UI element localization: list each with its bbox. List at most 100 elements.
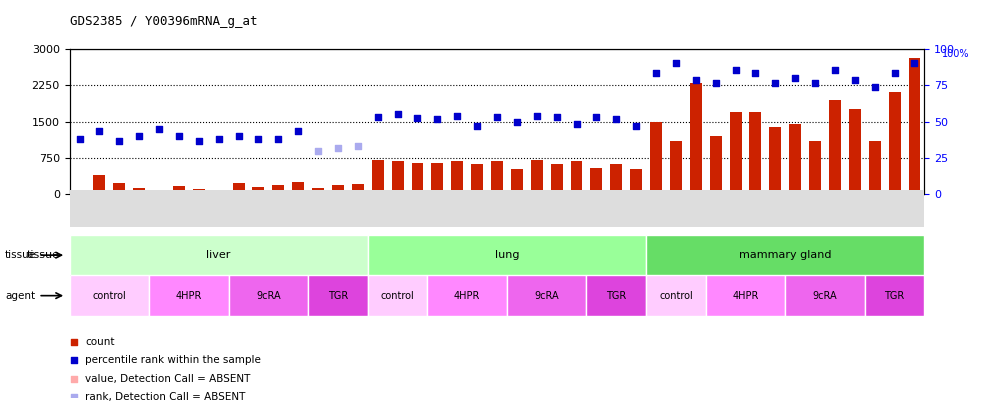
FancyBboxPatch shape	[785, 275, 865, 316]
Point	[151, 126, 167, 132]
FancyBboxPatch shape	[507, 275, 586, 316]
Bar	[193, 189, 205, 194]
Text: 4HPR: 4HPR	[733, 291, 758, 301]
Bar	[372, 160, 384, 194]
Text: 9cRA: 9cRA	[256, 291, 280, 301]
Bar	[332, 185, 344, 194]
Point	[390, 111, 406, 117]
Text: 4HPR: 4HPR	[176, 291, 202, 301]
Text: tissue: tissue	[5, 250, 36, 260]
Text: 4HPR: 4HPR	[454, 291, 480, 301]
FancyBboxPatch shape	[70, 235, 368, 275]
Point	[429, 116, 445, 122]
Bar	[113, 183, 125, 194]
Text: GDS2385 / Y00396mRNA_g_at: GDS2385 / Y00396mRNA_g_at	[70, 15, 257, 28]
FancyBboxPatch shape	[427, 275, 507, 316]
Bar	[213, 190, 225, 194]
Bar	[590, 168, 602, 194]
Point	[191, 138, 207, 144]
Text: lung: lung	[495, 250, 519, 260]
Point	[747, 70, 763, 76]
Point	[310, 147, 326, 154]
Point	[608, 115, 624, 122]
Point	[111, 138, 127, 144]
Bar	[531, 160, 543, 194]
Point	[528, 26, 544, 32]
Bar	[690, 83, 702, 194]
Point	[231, 133, 247, 139]
Text: 9cRA: 9cRA	[535, 291, 559, 301]
Bar	[769, 127, 781, 194]
Bar	[809, 141, 821, 194]
Point	[907, 60, 922, 66]
Point	[827, 67, 843, 74]
FancyBboxPatch shape	[706, 275, 785, 316]
Bar	[829, 100, 841, 194]
Text: tissue: tissue	[27, 250, 60, 260]
Point	[529, 113, 545, 119]
Bar	[571, 161, 582, 194]
FancyBboxPatch shape	[308, 275, 368, 316]
Text: agent: agent	[5, 291, 35, 301]
Point	[807, 79, 823, 86]
Text: liver: liver	[207, 250, 231, 260]
Point	[867, 84, 883, 91]
Point	[72, 135, 87, 142]
FancyBboxPatch shape	[865, 275, 924, 316]
Bar	[630, 169, 642, 194]
Point	[787, 75, 803, 81]
Point	[350, 143, 366, 149]
FancyBboxPatch shape	[368, 275, 427, 316]
Text: control: control	[659, 291, 693, 301]
FancyBboxPatch shape	[646, 235, 924, 275]
Bar	[511, 168, 523, 194]
Point	[528, 357, 544, 364]
Bar	[451, 161, 463, 194]
Bar	[670, 141, 682, 194]
Point	[131, 133, 147, 139]
Point	[628, 123, 644, 130]
Bar	[471, 164, 483, 194]
Bar	[650, 122, 662, 194]
Text: control: control	[92, 291, 126, 301]
FancyBboxPatch shape	[368, 235, 646, 275]
Point	[270, 135, 286, 142]
Point	[330, 145, 346, 151]
Bar	[551, 164, 563, 194]
Point	[668, 60, 684, 66]
Point	[211, 135, 227, 142]
Text: TGR: TGR	[328, 291, 348, 301]
Point	[449, 113, 465, 119]
Point	[489, 113, 505, 120]
Point	[290, 128, 306, 134]
Point	[688, 77, 704, 83]
Bar	[252, 187, 264, 194]
Bar	[133, 188, 145, 194]
Point	[887, 70, 903, 76]
Bar	[352, 184, 364, 194]
Bar	[392, 161, 404, 194]
Bar	[292, 182, 304, 194]
Point	[569, 121, 584, 127]
Bar	[491, 161, 503, 194]
FancyBboxPatch shape	[70, 275, 149, 316]
Point	[370, 113, 386, 120]
Bar	[749, 112, 761, 194]
Bar	[730, 112, 742, 194]
Text: 100%: 100%	[941, 49, 969, 59]
Point	[469, 123, 485, 130]
Point	[171, 133, 187, 139]
Bar	[610, 164, 622, 194]
Point	[728, 67, 744, 74]
FancyBboxPatch shape	[149, 275, 229, 316]
Text: TGR: TGR	[885, 291, 905, 301]
Text: rank, Detection Call = ABSENT: rank, Detection Call = ABSENT	[84, 392, 246, 402]
Bar	[74, 192, 85, 194]
Text: 9cRA: 9cRA	[813, 291, 837, 301]
Bar	[889, 92, 901, 194]
FancyBboxPatch shape	[586, 275, 646, 316]
Text: count: count	[84, 337, 114, 347]
Point	[410, 114, 425, 121]
Text: value, Detection Call = ABSENT: value, Detection Call = ABSENT	[84, 374, 250, 384]
Point	[250, 135, 266, 142]
